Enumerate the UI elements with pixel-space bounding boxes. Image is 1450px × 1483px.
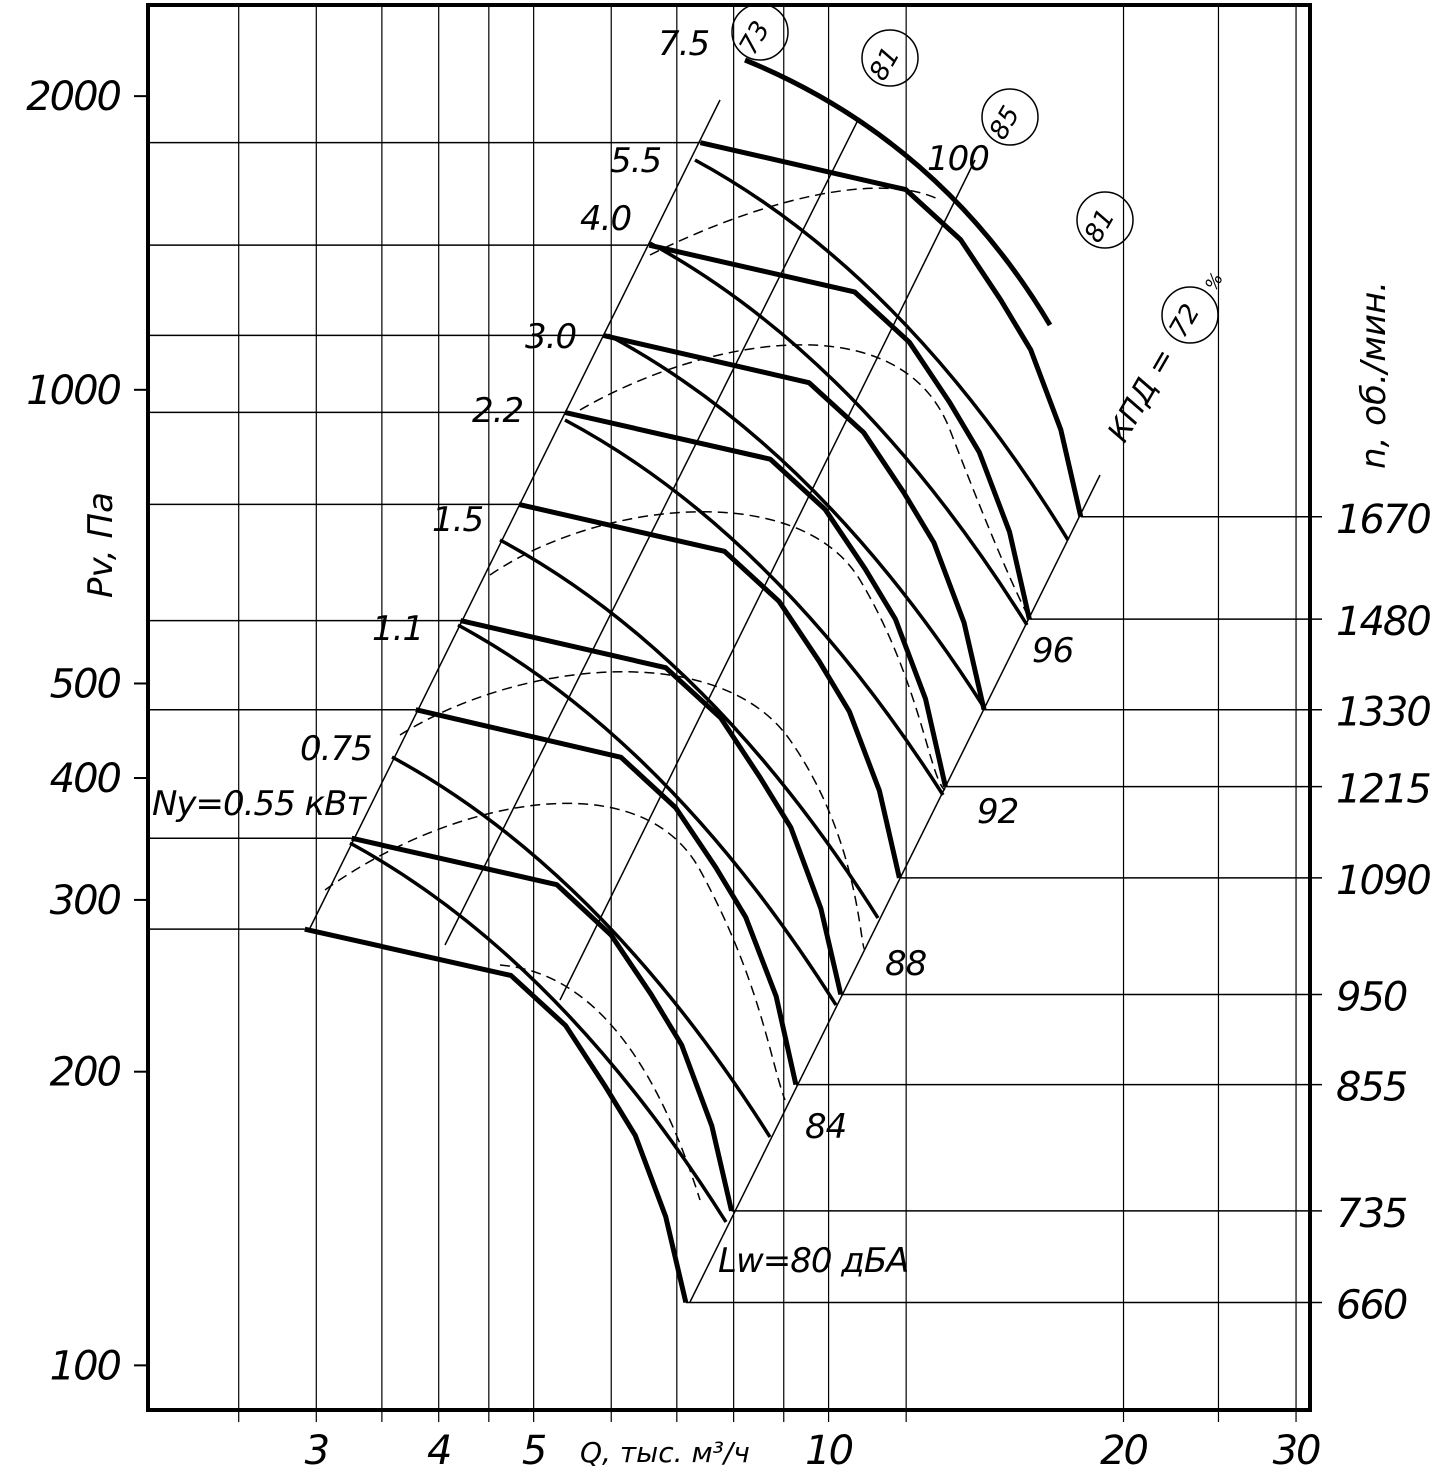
power-label: Ny=0.55 кВт: [152, 784, 367, 824]
y2-tick-label: 855: [1336, 1065, 1407, 1111]
power-line: [391, 755, 772, 1138]
x-tick-label: 5: [522, 1428, 546, 1474]
x-tick-label: 4: [427, 1428, 450, 1474]
noise-label: Lw=80 дБА: [718, 1241, 908, 1281]
efficiency-curve: [649, 187, 941, 256]
x-tick-label: 20: [1100, 1428, 1147, 1474]
noise-label: 100: [927, 139, 989, 179]
power-label: 0.75: [300, 729, 372, 769]
power-line: [349, 841, 728, 1223]
power-label: 1.5: [432, 500, 483, 540]
power-line: [649, 241, 1029, 626]
y2-tick-label: 660: [1336, 1282, 1407, 1328]
efficiency-value: 81: [864, 42, 907, 86]
speed-curve: [518, 501, 902, 879]
boundary-line: [309, 99, 721, 929]
power-label: 7.5: [658, 24, 709, 64]
noise-label: 88: [885, 944, 927, 984]
efficiency-value: 72: [1164, 299, 1207, 343]
power-label: 5.5: [610, 141, 661, 181]
speed-curve: [351, 835, 734, 1212]
y-tick-label: 500: [50, 661, 121, 707]
noise-label: 96: [1032, 631, 1074, 671]
efficiency-value: 81: [1079, 204, 1122, 248]
y2-tick-label: 735: [1336, 1191, 1407, 1237]
x-axis-title: Q, тыс. м³/ч: [580, 1436, 750, 1469]
power-label: 3.0: [525, 317, 576, 357]
power-label: 1.1: [372, 609, 423, 649]
speed-curve: [602, 332, 987, 711]
speed-curve: [648, 242, 1032, 620]
power-line: [607, 333, 987, 710]
power-line: [744, 57, 1053, 327]
y2-tick-label: 1480: [1336, 599, 1430, 645]
y2-tick-label: 1090: [1336, 858, 1430, 904]
speed-curve: [304, 926, 689, 1304]
decor: [309, 3, 1219, 1303]
diagonal-line: [559, 159, 976, 1001]
speed-curve: [564, 409, 948, 788]
power-line: [564, 418, 945, 796]
grid: [148, 5, 1322, 1422]
x-tick-label: 3: [305, 1428, 328, 1474]
power-label: 2.2: [472, 391, 523, 431]
y-tick-label: 2000: [26, 74, 120, 120]
y2-tick-label: 1330: [1336, 690, 1430, 736]
y-tick-label: 400: [50, 756, 121, 802]
efficiency-label: КПД =: [1101, 342, 1182, 448]
y2-tick-label: 1215: [1336, 767, 1430, 813]
noise-label: 92: [977, 792, 1018, 832]
efficiency-circle: [1161, 286, 1219, 344]
efficiency-curve: [579, 344, 1031, 621]
noise-label: 84: [805, 1107, 846, 1147]
power-line: [457, 623, 838, 1006]
efficiency-curve: [489, 511, 946, 791]
y-tick-label: 300: [50, 878, 121, 924]
speed-curve: [459, 618, 844, 996]
y-axis-title: Pv, Па: [81, 492, 121, 598]
power-label: 4.0: [580, 199, 631, 239]
y2-tick-label: 950: [1336, 974, 1407, 1020]
efficiency-value: 73: [734, 16, 777, 60]
speed-curve: [699, 140, 1084, 518]
x-tick-label: 10: [805, 1428, 852, 1474]
y2-tick-label: 1670: [1336, 497, 1430, 543]
boundary-line: [689, 474, 1101, 1303]
y-tick-label: 200: [50, 1050, 121, 1096]
speed-curve: [415, 707, 799, 1086]
efficiency-curve: [399, 671, 866, 951]
efficiency-value: 85: [984, 101, 1027, 145]
power-line: [499, 538, 880, 919]
efficiency-circle: [861, 29, 919, 87]
y2-axis-title: n, об./мин.: [1354, 281, 1394, 469]
efficiency-circle: [981, 88, 1039, 146]
efficiency-curve: [324, 802, 786, 1101]
efficiency-circle: [1076, 191, 1134, 249]
y-tick-label: 100: [50, 1343, 121, 1389]
x-tick-label: 30: [1273, 1428, 1320, 1474]
power-line: [694, 158, 1070, 541]
plot-frame: [146, 3, 1312, 1412]
y-tick-label: 1000: [26, 368, 120, 414]
